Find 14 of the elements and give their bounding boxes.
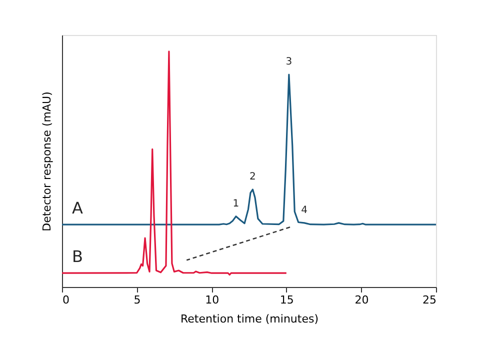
x-tick-label: 25 (422, 294, 436, 306)
annotation: A (72, 198, 83, 218)
y-axis-title: Detector response (mAU) (40, 92, 54, 232)
x-tick-label: 0 (62, 294, 70, 306)
x-axis-title: Retention time (minutes) (180, 312, 318, 326)
x-tick-label: 10 (205, 294, 220, 306)
x-tick-label: 5 (134, 294, 141, 306)
annotation: B (72, 247, 83, 266)
annotation: 1 (232, 198, 240, 210)
x-tick-label: 15 (280, 294, 294, 306)
annotation: 3 (286, 56, 292, 68)
annotation: 2 (250, 171, 256, 182)
annotation: 4 (301, 204, 308, 216)
x-tick-label: 20 (354, 294, 369, 306)
